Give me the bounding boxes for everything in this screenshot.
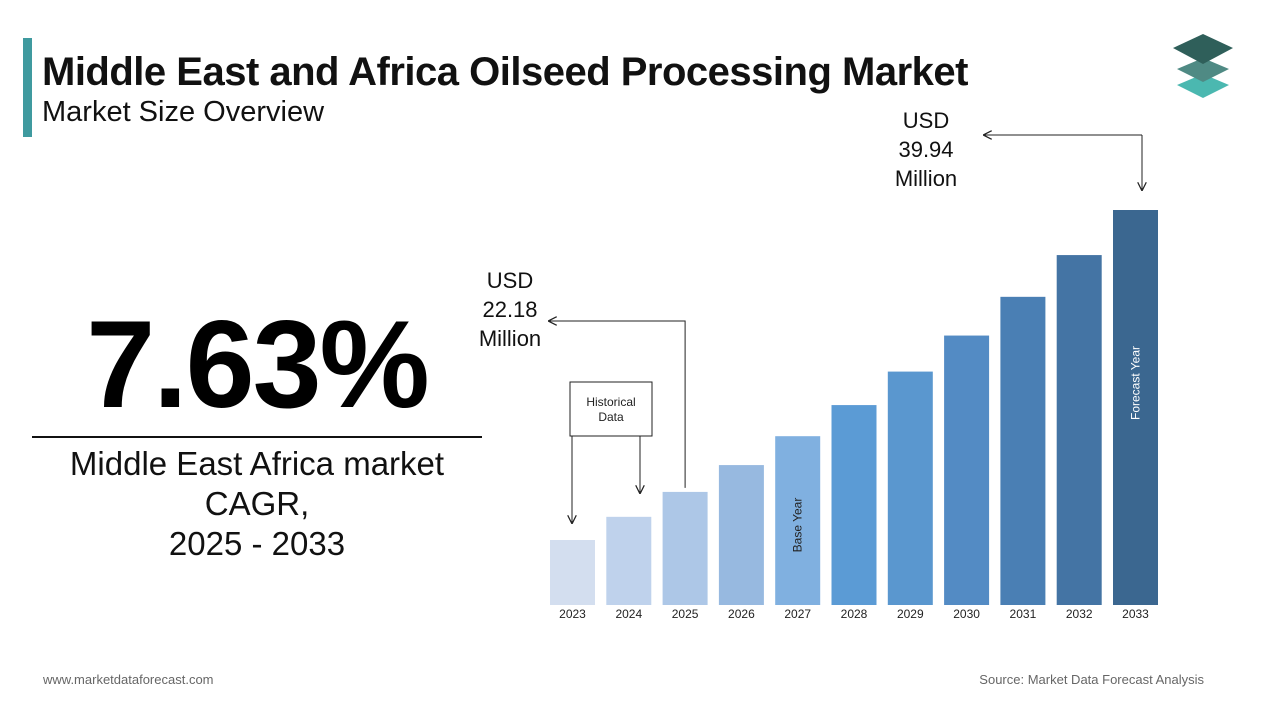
bar-annotation-2027: Base Year bbox=[791, 498, 805, 553]
bar-2032 bbox=[1056, 255, 1102, 606]
x-tick-label: 2023 bbox=[559, 607, 586, 621]
x-tick-label: 2032 bbox=[1066, 607, 1093, 621]
x-tick-label: 2033 bbox=[1122, 607, 1149, 621]
historical-data-label: Data bbox=[598, 410, 624, 424]
start-value-arrow bbox=[549, 321, 686, 488]
bar-annotation-2033: Forecast Year bbox=[1129, 346, 1143, 420]
x-tick-label: 2025 bbox=[672, 607, 699, 621]
x-tick-label: 2029 bbox=[897, 607, 924, 621]
x-tick-label: 2031 bbox=[1010, 607, 1037, 621]
bar-2028 bbox=[831, 405, 877, 605]
historical-data-label: Historical bbox=[586, 395, 635, 409]
bar-2033 bbox=[1113, 210, 1158, 605]
cagr-description-line: Middle East Africa market bbox=[69, 445, 445, 482]
x-tick-label: 2027 bbox=[784, 607, 811, 621]
bar-2025 bbox=[662, 491, 708, 605]
website-url: www.marketdataforecast.com bbox=[43, 672, 214, 687]
cagr-value: 7.63% bbox=[86, 296, 430, 434]
cagr-description-line: CAGR, bbox=[204, 485, 310, 522]
x-tick-label: 2026 bbox=[728, 607, 755, 621]
cagr-description: Middle East Africa market CAGR, 2025 - 2… bbox=[32, 444, 482, 564]
start-value-callout: USD bbox=[487, 268, 533, 293]
bar-2030 bbox=[944, 335, 990, 605]
bar-2023 bbox=[550, 540, 595, 605]
source-note: Source: Market Data Forecast Analysis bbox=[979, 672, 1204, 687]
cagr-description-line: 2025 - 2033 bbox=[168, 525, 346, 562]
start-value-callout: Million bbox=[479, 326, 541, 351]
cagr-divider bbox=[32, 436, 482, 438]
bar-2027 bbox=[775, 436, 821, 605]
stacked-layers-logo-icon bbox=[1173, 34, 1233, 98]
page-title: Middle East and Africa Oilseed Processin… bbox=[42, 50, 968, 94]
bar-2024 bbox=[606, 516, 652, 605]
historical-data-box bbox=[569, 381, 653, 437]
page-subtitle: Market Size Overview bbox=[42, 96, 325, 128]
end-value-callout: Million bbox=[895, 166, 957, 191]
bar-2031 bbox=[1000, 296, 1046, 605]
end-value-callout: USD bbox=[903, 108, 949, 133]
end-value-callout: 39.94 bbox=[898, 137, 953, 162]
x-tick-label: 2024 bbox=[615, 607, 642, 621]
x-tick-label: 2030 bbox=[953, 607, 980, 621]
bar-2029 bbox=[887, 371, 933, 605]
bar-2026 bbox=[718, 465, 764, 605]
x-tick-label: 2028 bbox=[841, 607, 868, 621]
start-value-callout: 22.18 bbox=[482, 297, 537, 322]
title-accent-bar bbox=[23, 38, 32, 137]
